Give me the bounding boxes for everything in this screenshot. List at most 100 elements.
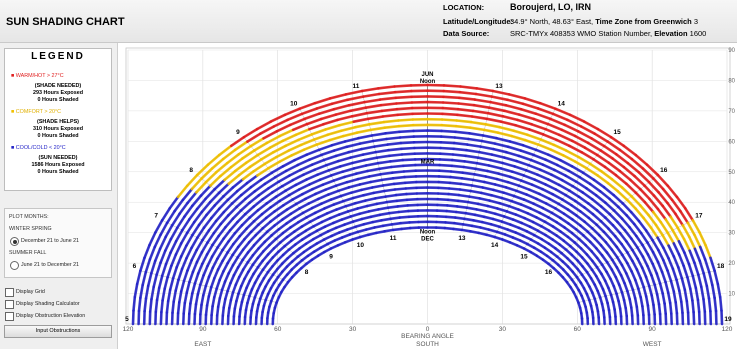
sun-path-segment (488, 199, 501, 205)
sun-path-segment (453, 221, 465, 226)
direction-south: SOUTH (416, 341, 439, 348)
sun-path-segment (489, 223, 501, 229)
sun-path-segment (202, 284, 208, 297)
sun-path-segment (259, 171, 274, 182)
sun-path-segment (606, 181, 620, 193)
sun-path-segment (498, 201, 511, 208)
sun-path-segment (554, 188, 568, 197)
sun-path-segment (341, 167, 356, 173)
hour-label: 10 (290, 101, 298, 108)
sun-path-segment (204, 304, 209, 317)
sun-path-segment (555, 221, 566, 229)
sun-path-segment (199, 303, 203, 316)
sun-path-segment (636, 287, 643, 299)
sun-path-segment (479, 226, 491, 231)
sun-path-segment (442, 89, 462, 94)
sun-path-segment (584, 243, 594, 253)
sun-path-segment (469, 189, 483, 195)
sun-path-segment (547, 178, 561, 187)
sun-path-segment (444, 215, 457, 219)
shading-calculator-label[interactable]: Display Shading Calculator (16, 301, 80, 307)
y-tick-label: 60 (728, 139, 735, 145)
input-obstructions-button[interactable]: Input Obstructions (4, 325, 112, 338)
sun-path-segment (246, 254, 255, 264)
sun-path-segment (249, 223, 260, 234)
sun-path-segment (165, 299, 170, 314)
sun-path-segment (308, 178, 322, 186)
sun-path-segment (501, 161, 516, 168)
sun-path-segment (155, 286, 161, 302)
radio-jun-dec[interactable] (10, 261, 19, 270)
sun-path-segment (602, 230, 612, 241)
sun-path-segment (656, 207, 668, 221)
sun-path-segment (204, 171, 218, 184)
obstruction-elevation-checkbox[interactable] (5, 312, 14, 321)
sun-path-segment (285, 216, 296, 225)
sun-path-segment (692, 310, 696, 326)
sun-path-segment (213, 178, 226, 191)
sun-path-segment (649, 226, 659, 239)
source-line: SRC-TMYx 408353 WMO Station Number, Elev… (510, 29, 706, 38)
sun-path-segment (290, 148, 306, 157)
sun-path-segment (622, 144, 638, 157)
sun-path-segment (153, 233, 162, 249)
sun-path-segment (484, 175, 499, 181)
sun-path-segment (301, 187, 314, 196)
sun-path-segment (321, 179, 336, 186)
sun-path-segment (210, 207, 221, 220)
sun-path-segment (450, 164, 466, 169)
sun-path-segment (496, 207, 509, 213)
sun-path-segment (609, 135, 626, 148)
sun-path-segment (314, 188, 327, 196)
sun-path-segment (617, 283, 624, 294)
sun-path-segment (600, 263, 608, 274)
sun-path-segment (179, 279, 186, 293)
hour-label: 16 (660, 167, 668, 174)
sun-path-segment (666, 291, 672, 305)
sun-path-segment (645, 163, 660, 177)
sun-path-segment (570, 231, 581, 241)
sun-path-segment (523, 97, 542, 105)
sun-path-segment (351, 194, 365, 200)
shading-calculator-checkbox[interactable] (5, 300, 14, 309)
sun-path-segment (653, 283, 659, 296)
hour-label-inner: 10 (357, 242, 365, 249)
sun-path-segment (261, 243, 271, 253)
sun-path-segment (310, 128, 327, 136)
radio-jun-dec-label[interactable]: June 21 to December 21 (21, 262, 80, 268)
sun-path-segment (536, 143, 553, 151)
sun-path-segment (607, 161, 622, 173)
sun-path-segment (252, 237, 262, 247)
sun-path-segment (334, 180, 349, 187)
obstruction-elevation-label[interactable]: Display Obstruction Elevation (16, 313, 86, 319)
radio-dec-jun[interactable] (10, 237, 19, 246)
sun-path-segment (252, 162, 267, 173)
display-grid-checkbox[interactable] (5, 288, 14, 297)
sun-path-segment (538, 211, 550, 219)
sun-path-segment (202, 216, 213, 229)
display-grid-label[interactable]: Display Grid (16, 289, 45, 295)
sun-path-segment (406, 203, 419, 207)
sun-path-segment (343, 136, 360, 143)
sun-path-segment (281, 133, 298, 143)
sun-path-segment (313, 163, 328, 171)
sun-path-segment (617, 205, 629, 217)
sun-path-segment (229, 157, 244, 169)
sun-path-segment (396, 112, 414, 117)
sun-path-segment (371, 137, 388, 143)
sun-path-segment (192, 210, 204, 224)
radio-dec-jun-label[interactable]: December 21 to June 21 (21, 238, 80, 244)
sun-path-segment (535, 216, 547, 224)
sun-path-segment (174, 228, 184, 243)
hour-label: 9 (236, 129, 240, 136)
sun-path-segment (395, 101, 414, 105)
sun-path-segment (656, 260, 664, 274)
sun-path-segment (181, 218, 191, 232)
sun-path-segment (500, 220, 512, 226)
sun-path-segment (286, 112, 304, 122)
sun-path-segment (375, 200, 389, 206)
sun-path-segment (186, 173, 199, 187)
sun-path-segment (454, 130, 471, 135)
x-tick-label: 30 (499, 326, 507, 333)
sun-path-segment (317, 212, 329, 219)
